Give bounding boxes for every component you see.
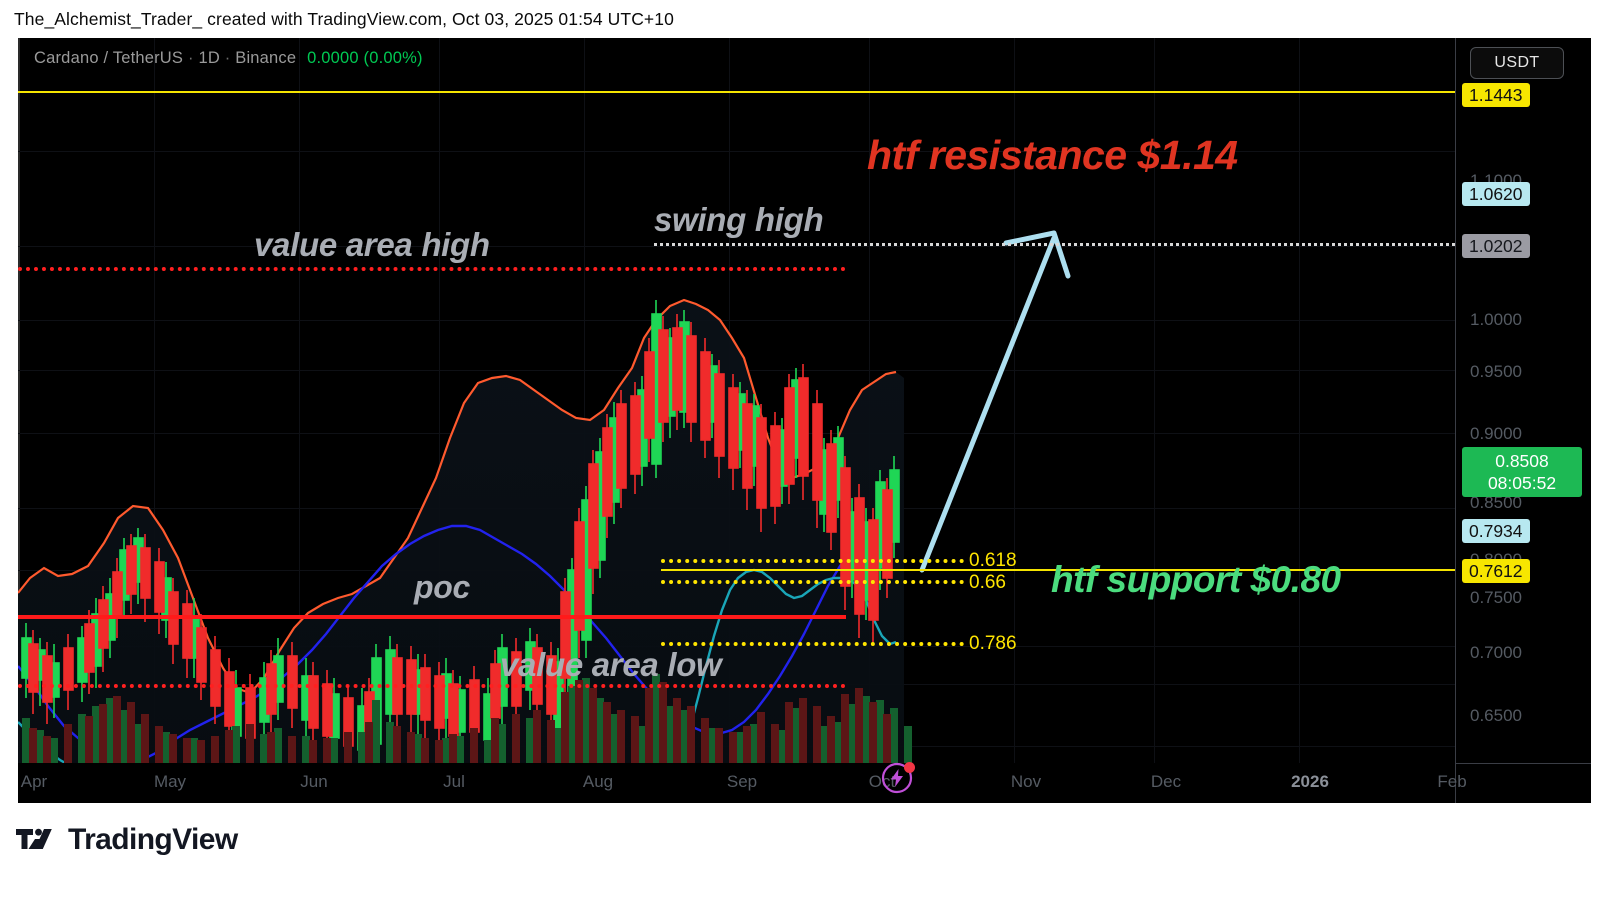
gridline: [18, 646, 1455, 647]
price-scale[interactable]: USDT 1.1000 1.0500 1.0000 0.9500 0.9000 …: [1455, 38, 1591, 803]
gridline: [18, 320, 1455, 321]
fib-label-0618: 0.618: [969, 550, 1017, 571]
time-label: Jun: [300, 772, 328, 791]
time-label: Jul: [443, 772, 465, 791]
value-area-high-label[interactable]: value area high: [254, 226, 490, 263]
price-tick: 1.0000: [1470, 310, 1522, 329]
gridline: [18, 246, 1455, 247]
poc-line[interactable]: [18, 615, 846, 619]
price-tick: 0.7500: [1470, 588, 1522, 607]
legend-symbol: Cardano / TetherUS: [34, 49, 184, 67]
gridline: [299, 38, 300, 763]
footer: TradingView: [0, 803, 1600, 898]
gridline: [439, 38, 440, 763]
event-unread-badge: [904, 762, 915, 773]
upper-band-price-pill[interactable]: 1.0620: [1462, 182, 1530, 206]
tradingview-logo: TradingView: [16, 823, 238, 857]
time-label: Nov: [1010, 772, 1042, 791]
legend-quote-change: 0.0000 (0.00%): [307, 49, 423, 67]
last-price-value: 0.8508: [1495, 451, 1549, 471]
gridline: [729, 38, 730, 763]
value-area-low-label[interactable]: value area low: [500, 646, 722, 683]
poc-label[interactable]: poc: [414, 569, 470, 605]
gridline: [18, 370, 1455, 371]
fib-label-0786: 0.786: [969, 633, 1017, 654]
swing-high-price-pill[interactable]: 1.0202: [1462, 234, 1530, 258]
ma-blue-line: [18, 518, 895, 763]
price-tick: 0.8500: [1470, 493, 1522, 512]
price-tick: 0.6500: [1470, 706, 1522, 725]
chart-pane[interactable]: Cardano / TetherUS · 1D · Binance 0.0000…: [18, 38, 1455, 803]
legend-exchange: Binance: [235, 49, 297, 67]
time-label-year: 2026: [1291, 772, 1329, 791]
lower-band-price-pill[interactable]: 0.7934: [1462, 519, 1530, 543]
gridline: [1154, 38, 1155, 763]
resistance-price-pill[interactable]: 1.1443: [1462, 83, 1530, 107]
fib-0786-line[interactable]: [661, 642, 964, 646]
time-label: Oct: [868, 772, 896, 791]
event-lightning-icon[interactable]: [881, 762, 913, 794]
time-label: Apr: [20, 772, 48, 791]
time-scale[interactable]: Apr May Jun Jul Aug Sep Oct Nov Dec 2026…: [18, 764, 1591, 803]
price-series-svg: [18, 230, 1071, 763]
htf-resistance-line[interactable]: [18, 91, 1455, 93]
price-tick: 0.7000: [1470, 643, 1522, 662]
value-area-high-line[interactable]: [18, 267, 846, 271]
gridline: [154, 38, 155, 763]
time-label: Dec: [1150, 772, 1182, 791]
tradingview-mark-icon: [16, 828, 52, 849]
time-label: Aug: [582, 772, 614, 791]
price-tick: 0.9500: [1470, 362, 1522, 381]
left-gutter: [9, 38, 18, 803]
time-scale-separator: [1455, 764, 1456, 803]
last-price-pill[interactable]: 0.8508 08:05:52: [1462, 447, 1582, 497]
legend-separator: ·: [187, 49, 194, 67]
time-label: Feb: [1437, 772, 1467, 791]
time-label: May: [153, 772, 187, 791]
legend-separator: ·: [224, 49, 231, 67]
htf-resistance-label[interactable]: htf resistance $1.14: [867, 132, 1238, 178]
price-tick: 0.9000: [1470, 424, 1522, 443]
bar-countdown: 08:05:52: [1487, 473, 1557, 493]
credit-line: The_Alchemist_Trader_ created with Tradi…: [14, 9, 674, 29]
symbol-legend[interactable]: Cardano / TetherUS · 1D · Binance 0.0000…: [34, 49, 423, 68]
legend-interval: 1D: [198, 49, 220, 67]
currency-badge[interactable]: USDT: [1470, 47, 1564, 79]
upper-band-line: [18, 298, 897, 695]
gridline: [18, 746, 1455, 747]
gridline: [18, 508, 1455, 509]
gridline: [18, 433, 1455, 434]
swing-high-label[interactable]: swing high: [654, 201, 824, 238]
projection-arrow: [919, 230, 1071, 573]
htf-support-label[interactable]: htf support $0.80: [1051, 559, 1341, 600]
fib-066-line[interactable]: [661, 580, 964, 584]
fib-0618-line[interactable]: [661, 559, 964, 563]
tradingview-wordmark: TradingView: [68, 823, 238, 856]
htf-support-line[interactable]: [661, 569, 1455, 571]
support-price-pill[interactable]: 0.7612: [1462, 559, 1530, 583]
gridline: [1299, 38, 1300, 763]
chart-frame: Cardano / TetherUS · 1D · Binance 0.0000…: [9, 38, 1591, 803]
time-label: Sep: [726, 772, 758, 791]
gridline: [18, 151, 1455, 152]
value-area-low-line[interactable]: [18, 684, 846, 688]
scale-separator: [1456, 763, 1591, 764]
swing-high-line[interactable]: [654, 243, 1455, 246]
fib-label-066: 0.66: [969, 572, 1006, 593]
